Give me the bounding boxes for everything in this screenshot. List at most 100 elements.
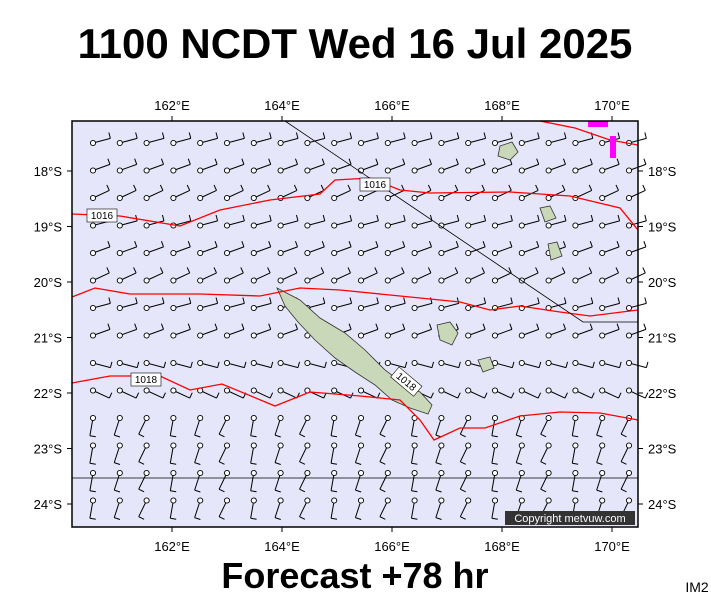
- barb-station: [411, 304, 418, 312]
- barb-station: [438, 222, 445, 229]
- barb-station: [625, 194, 633, 202]
- barb-flag: [216, 392, 220, 399]
- barb-station: [170, 332, 177, 339]
- barb-station: [491, 222, 499, 229]
- barb-flag: [330, 435, 338, 438]
- barb-flag: [617, 132, 621, 139]
- barb-station: [250, 249, 257, 257]
- barb-station: [518, 387, 525, 394]
- barb-flag: [483, 214, 487, 221]
- barb-flag: [427, 267, 432, 274]
- barb-flag: [402, 323, 406, 330]
- barb-station: [277, 414, 284, 422]
- barb-flag: [355, 434, 362, 438]
- barb-station: [304, 167, 311, 174]
- barb-station: [491, 332, 499, 339]
- barb-station: [438, 359, 445, 367]
- barb-flag: [188, 132, 192, 139]
- barb-station: [116, 249, 123, 257]
- barb-station: [465, 469, 472, 477]
- barb-flag: [106, 267, 110, 274]
- copyright-box: [505, 511, 635, 525]
- barb-flag: [491, 490, 498, 493]
- barb-flag: [187, 323, 191, 330]
- lat-label-right: 19°S: [648, 220, 677, 235]
- barb-station: [197, 194, 204, 202]
- barb-station: [250, 387, 257, 394]
- barb-station: [438, 469, 445, 477]
- barb-flag: [159, 267, 164, 274]
- barb-flag: [592, 361, 595, 368]
- barb-flag: [107, 323, 111, 330]
- barb-flag: [89, 490, 96, 493]
- barb-station: [572, 497, 579, 504]
- barb-station: [89, 359, 97, 367]
- barb-flag: [250, 490, 257, 493]
- barb-flag: [355, 517, 362, 520]
- barb-flag: [215, 297, 219, 304]
- barb-station: [625, 249, 633, 257]
- barb-flag: [374, 267, 378, 274]
- barb-station: [170, 387, 177, 394]
- map-title: 1100 NCDT Wed 16 Jul 2025: [78, 20, 633, 67]
- barb-station: [438, 497, 445, 504]
- barb-flag: [562, 241, 566, 248]
- barb-station: [223, 359, 231, 367]
- barb-flag: [562, 158, 566, 165]
- barb-flag: [135, 214, 138, 221]
- barb-flag: [322, 214, 326, 221]
- barb-flag: [133, 267, 137, 274]
- barb-flag: [218, 461, 225, 465]
- barb-flag: [401, 184, 405, 191]
- barb-flag: [454, 267, 459, 274]
- barb-station: [331, 304, 338, 312]
- barb-flag: [411, 435, 418, 438]
- barb-flag: [589, 241, 593, 248]
- barb-station: [572, 167, 579, 174]
- barb-flag: [330, 462, 338, 465]
- barb-flag: [379, 433, 386, 438]
- barb-flag: [460, 433, 466, 438]
- barb-flag: [133, 184, 137, 191]
- barb-station: [438, 387, 445, 394]
- barb-flag: [134, 241, 138, 248]
- barb-flag: [114, 434, 121, 438]
- barb-station: [357, 194, 365, 202]
- barb-flag: [540, 461, 547, 465]
- barb-station: [223, 167, 231, 174]
- lat-label-left: 18°S: [34, 164, 63, 179]
- barb-station: [197, 332, 204, 339]
- barb-flag: [431, 361, 435, 368]
- barb-station: [438, 442, 445, 449]
- barb-flag: [590, 297, 594, 304]
- barb-flag: [170, 490, 177, 493]
- barb-flag: [481, 184, 485, 191]
- isobar: [539, 120, 639, 146]
- barb-station: [170, 497, 177, 504]
- barb-flag: [349, 297, 353, 304]
- barb-flag: [348, 323, 352, 330]
- barb-flag: [269, 297, 272, 304]
- barb-flag: [114, 462, 121, 465]
- barb-flag: [269, 392, 274, 399]
- barb-flag: [242, 132, 245, 139]
- barb-station: [625, 469, 633, 477]
- barb-flag: [242, 214, 245, 221]
- barb-station: [625, 359, 633, 367]
- barb-flag: [349, 214, 353, 221]
- barb-station: [599, 359, 606, 367]
- barb-station: [331, 167, 338, 174]
- barb-station: [170, 249, 177, 257]
- barb-flag: [190, 361, 193, 368]
- barb-station: [438, 277, 445, 284]
- barb-flag: [645, 361, 649, 368]
- barb-flag: [269, 132, 272, 139]
- barb-flag: [270, 361, 274, 368]
- barb-station: [116, 387, 123, 394]
- barb-station: [384, 222, 391, 229]
- barb-flag: [619, 361, 622, 368]
- barb-flag: [194, 489, 201, 493]
- barb-flag: [429, 132, 433, 139]
- barb-station: [223, 249, 231, 257]
- barb-flag: [455, 158, 459, 165]
